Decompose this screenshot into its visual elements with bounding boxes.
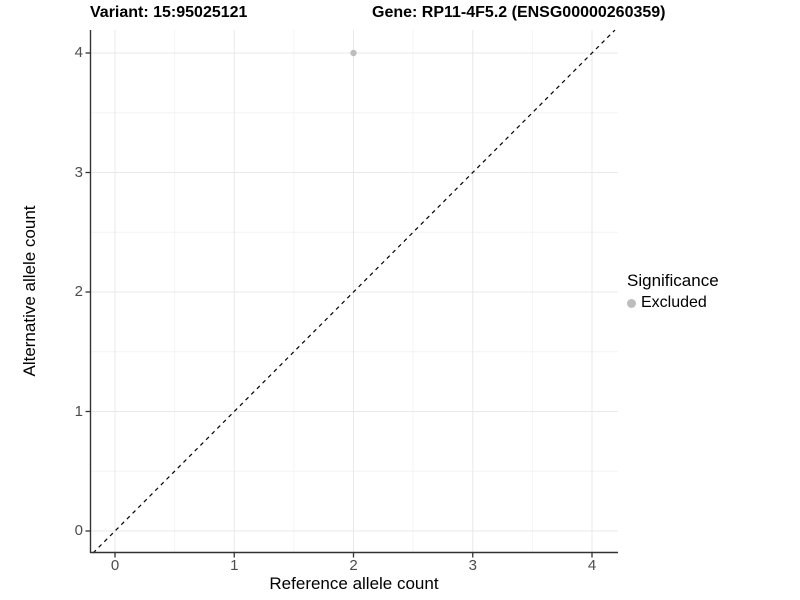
variant-title: Variant: 15:95025121: [90, 4, 248, 21]
y-tick-label: 4: [74, 44, 83, 61]
x-tick-label: 0: [110, 557, 120, 574]
identity-reference-line: [92, 29, 616, 554]
legend-title: Significance: [627, 271, 719, 290]
plot-panel: [85, 29, 618, 558]
legend: Significance Excluded: [627, 271, 719, 312]
x-tick-label: 4: [587, 557, 597, 574]
y-tick-label: 2: [74, 283, 83, 300]
gene-title: Gene: RP11-4F5.2 (ENSG00000260359): [372, 4, 666, 21]
y-axis-title: Alternative allele count: [20, 205, 39, 377]
x-axis-title: Reference allele count: [269, 574, 439, 593]
y-tick-label: 3: [74, 163, 83, 181]
legend-item-label: Excluded: [641, 294, 707, 311]
x-tick-label: 2: [349, 557, 358, 574]
x-tick-label: 3: [468, 557, 477, 574]
y-tick-label: 0: [74, 522, 83, 539]
legend-item-excluded: Excluded: [627, 294, 719, 312]
x-tick-label: 1: [230, 557, 239, 574]
y-tick-label: 1: [74, 402, 83, 420]
excluded-point-swatch: [627, 298, 636, 308]
data-point-excluded: [350, 49, 357, 57]
